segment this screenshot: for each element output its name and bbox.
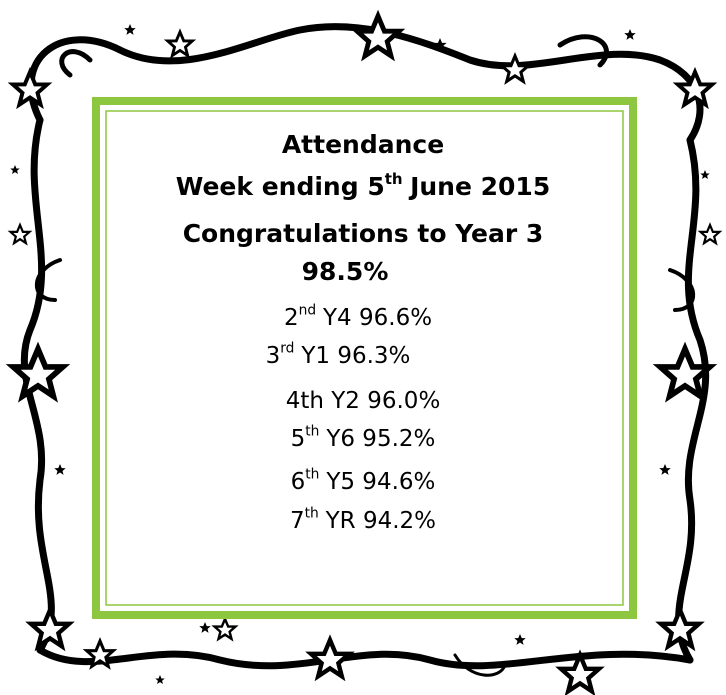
week-text: June 2015 [410, 172, 550, 201]
class-score: Y4 96.6% [323, 305, 432, 331]
ranking-line: 7th YR 94.2% [290, 508, 436, 534]
ranking-line: 4th Y2 96.0% [286, 388, 441, 414]
place: 2 [284, 305, 299, 331]
place-suffix: rd [280, 341, 294, 357]
congratulations: Congratulations to Year 3 [183, 219, 544, 248]
week-text: Week ending 5 [176, 172, 385, 201]
week-ending: Week ending 5th June 2015 [176, 172, 550, 201]
winner-score: 98.5% [302, 257, 389, 286]
place: 5 [291, 426, 306, 452]
class-score: Y6 95.2% [326, 426, 435, 452]
class-score: YR 94.2% [326, 508, 436, 534]
class-score: 4th Y2 96.0% [286, 388, 441, 414]
place: 3 [266, 343, 281, 369]
place: 7 [290, 508, 305, 534]
ranking-line: 3rd Y1 96.3% [266, 343, 411, 369]
place: 6 [291, 469, 306, 495]
class-score: Y5 94.6% [326, 469, 435, 495]
ranking-line: 5th Y6 95.2% [291, 426, 436, 452]
title: Attendance [282, 130, 444, 159]
place-suffix: nd [299, 303, 317, 319]
place-suffix: th [305, 424, 319, 440]
page: Attendance Week ending 5thJune 2015 Cong… [0, 0, 726, 695]
place-suffix: th [305, 467, 319, 483]
place-suffix: th [305, 506, 319, 522]
ranking-line: 6th Y5 94.6% [291, 469, 436, 495]
ranking-line: 2nd Y4 96.6% [284, 305, 432, 331]
week-suffix: th [385, 170, 403, 188]
class-score: Y1 96.3% [301, 343, 410, 369]
